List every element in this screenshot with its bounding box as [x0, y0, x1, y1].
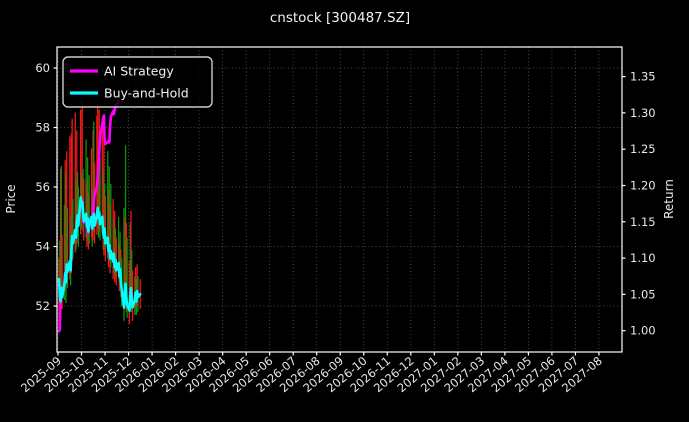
price-tick-label: 58	[35, 121, 50, 135]
return-tick-label: 1.30	[630, 106, 656, 120]
legend-box	[62, 56, 213, 108]
return-tick-label: 1.05	[630, 287, 656, 301]
right-axis-label: Return	[662, 179, 676, 219]
return-tick-label: 1.15	[630, 215, 656, 229]
series-layer	[57, 99, 142, 333]
return-tick-label: 1.25	[630, 142, 656, 156]
price-tick-label: 52	[35, 299, 50, 313]
return-tick-label: 1.00	[630, 324, 656, 338]
legend: AI Strategy Buy-and-Hold	[62, 56, 213, 108]
price-tick-label: 60	[35, 61, 50, 75]
plot-border	[56, 46, 623, 353]
left-axis-label: Price	[4, 184, 18, 213]
legend-label-ai-strategy: AI Strategy	[104, 64, 174, 79]
return-tick-label: 1.35	[630, 70, 656, 84]
legend-label-buy-and-hold: Buy-and-Hold	[104, 86, 189, 101]
price-tick-label: 56	[35, 180, 50, 194]
price-tick-label: 54	[35, 240, 50, 254]
return-tick-label: 1.10	[630, 251, 656, 265]
buy-and-hold-line	[57, 196, 142, 312]
return-tick-label: 1.20	[630, 179, 656, 193]
chart-title: cnstock [300487.SZ]	[270, 10, 410, 26]
